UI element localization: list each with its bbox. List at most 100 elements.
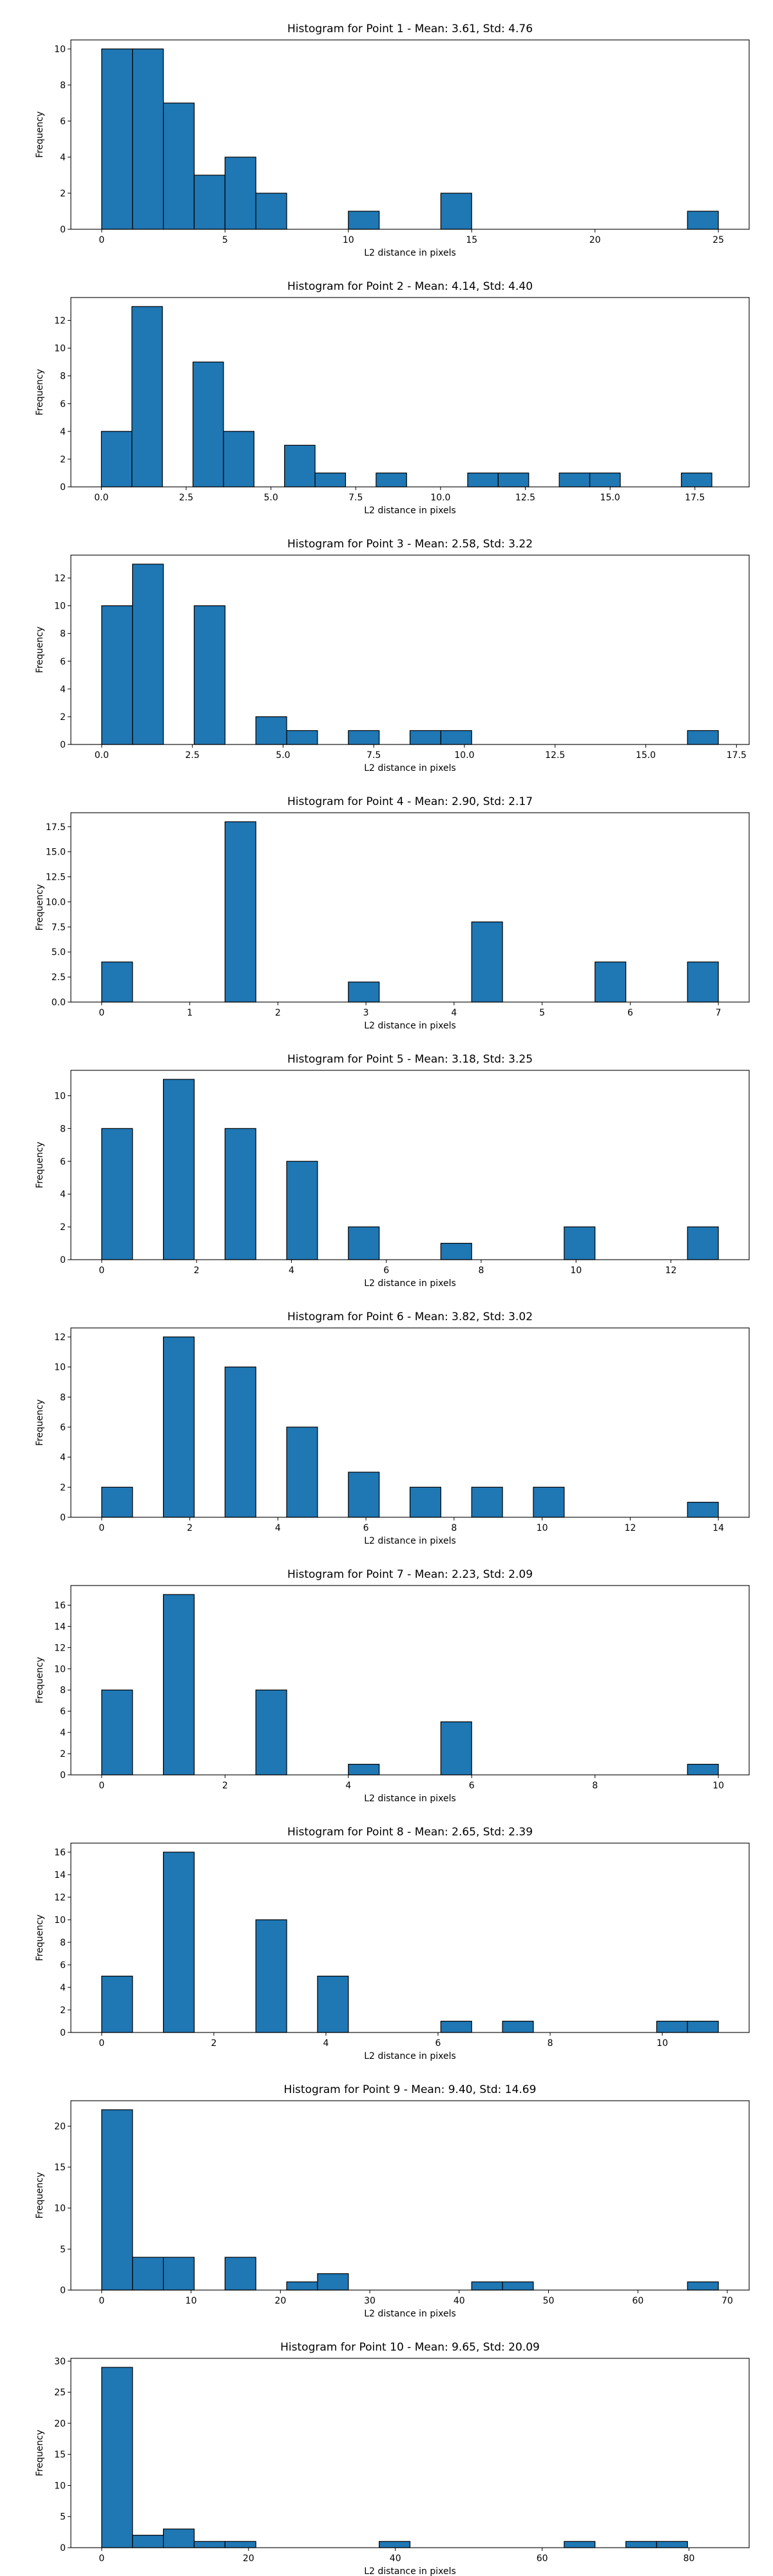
histogram-panel: Histogram for Point 6 - Mean: 3.82, Std:…: [0, 1288, 773, 1546]
y-tick-label: 6: [60, 1423, 66, 1433]
histogram-bar: [317, 1975, 349, 2033]
histogram-bar: [224, 1367, 256, 1518]
histogram-bar: [348, 1763, 380, 1776]
x-tick-label: 5: [539, 1008, 545, 1018]
x-tick-label: 2.5: [186, 750, 200, 761]
histogram-bar: [162, 102, 195, 230]
histogram-bar: [255, 193, 287, 230]
histogram-bar: [162, 1336, 195, 1518]
histogram-bar: [440, 2020, 472, 2033]
histogram-svg: Histogram for Point 3 - Mean: 2.58, Std:…: [35, 538, 750, 773]
plot-frame: [70, 554, 750, 745]
y-tick-label: 0: [60, 740, 66, 750]
histogram-bar: [101, 605, 133, 745]
x-tick-label: 20: [589, 235, 601, 245]
x-axis-label: L2 distance in pixels: [364, 506, 456, 516]
histogram-bar: [101, 1128, 133, 1260]
histogram-bar: [348, 1226, 380, 1260]
y-tick-label: 14: [54, 1622, 66, 1632]
histogram-panel: Histogram for Point 7 - Mean: 2.23, Std:…: [0, 1546, 773, 1804]
y-tick-label: 4: [60, 1728, 66, 1738]
x-tick-label: 15: [466, 235, 477, 245]
histogram-bar: [471, 2281, 503, 2291]
bars: [101, 2109, 719, 2291]
histogram-bar: [533, 1486, 565, 1518]
histogram-bar: [348, 730, 380, 745]
bars: [101, 821, 719, 1003]
x-tick-label: 12: [624, 1523, 636, 1533]
x-tick-label: 2.5: [179, 493, 193, 503]
y-tick-label: 10: [54, 1915, 66, 1926]
histogram-bar: [409, 1486, 441, 1518]
histogram-bar: [101, 48, 133, 230]
y-tick-label: 8: [60, 372, 66, 382]
histogram-bar: [193, 605, 225, 745]
bars: [101, 1852, 719, 2033]
x-axis-label: L2 distance in pixels: [364, 1021, 456, 1031]
histogram-svg: Histogram for Point 9 - Mean: 9.40, Std:…: [35, 2083, 750, 2319]
x-axis-label: L2 distance in pixels: [364, 763, 456, 773]
histogram-panel: Histogram for Point 9 - Mean: 9.40, Std:…: [0, 2061, 773, 2319]
x-tick-label: 2: [194, 1265, 200, 1276]
x-tick-label: 4: [323, 2038, 329, 2049]
x-tick-label: 0: [99, 2553, 104, 2564]
x-tick-label: 8: [548, 2038, 553, 2049]
bars: [101, 2367, 688, 2548]
y-tick-label: 0: [60, 2286, 66, 2296]
bars: [101, 1594, 719, 1776]
histogram-bar: [502, 2020, 534, 2033]
x-tick-label: 5: [222, 235, 228, 245]
y-tick-label: 0: [60, 1255, 66, 1265]
histogram-bar: [589, 472, 621, 488]
x-tick-label: 2: [275, 1008, 281, 1018]
histogram-bar: [286, 730, 318, 745]
histogram-bar: [379, 2541, 411, 2548]
y-tick-label: 12: [54, 1893, 66, 1903]
y-tick-label: 20: [54, 2121, 66, 2132]
x-tick-label: 40: [390, 2553, 401, 2564]
y-tick-label: 2: [60, 1749, 66, 1759]
plot-frame: [70, 39, 750, 230]
x-tick-label: 6: [469, 1781, 475, 1791]
x-tick-label: 10: [570, 1265, 582, 1276]
y-tick-label: 12: [54, 574, 66, 584]
plot-frame: [70, 812, 750, 1003]
histogram-svg: Histogram for Point 10 - Mean: 9.65, Std…: [35, 2341, 750, 2576]
y-tick-label: 4: [60, 1189, 66, 1200]
x-axis-label: L2 distance in pixels: [364, 2051, 456, 2061]
x-axis-label: L2 distance in pixels: [364, 248, 456, 258]
histogram-bar: [656, 2541, 688, 2548]
x-tick-label: 8: [478, 1265, 484, 1276]
x-tick-label: 4: [451, 1008, 457, 1018]
histogram-svg: Histogram for Point 6 - Mean: 3.82, Std:…: [35, 1311, 750, 1546]
y-tick-label: 2: [60, 1482, 66, 1493]
x-tick-label: 3: [363, 1008, 369, 1018]
x-tick-label: 5.0: [264, 493, 278, 503]
histogram-svg: Histogram for Point 4 - Mean: 2.90, Std:…: [35, 795, 750, 1031]
histogram-bar: [162, 1594, 195, 1776]
x-tick-label: 10: [712, 1781, 724, 1791]
x-tick-label: 25: [712, 235, 724, 245]
x-tick-label: 20: [274, 2296, 286, 2306]
x-tick-label: 30: [364, 2296, 376, 2306]
histogram-bar: [255, 716, 287, 745]
x-tick-label: 5.0: [276, 750, 290, 761]
y-tick-label: 4: [60, 1983, 66, 1993]
histogram-svg: Histogram for Point 8 - Mean: 2.65, Std:…: [35, 1826, 750, 2061]
y-tick-label: 12: [54, 1332, 66, 1343]
x-tick-label: 0.0: [95, 750, 109, 761]
histogram-panel: Histogram for Point 3 - Mean: 2.58, Std:…: [0, 515, 773, 773]
y-tick-label: 0.0: [52, 998, 66, 1008]
y-axis-label: Frequency: [35, 884, 45, 931]
histogram-panel: Histogram for Point 8 - Mean: 2.65, Std:…: [0, 1803, 773, 2061]
x-tick-label: 6: [627, 1008, 633, 1018]
y-tick-label: 6: [60, 1707, 66, 1717]
x-tick-label: 6: [435, 2038, 441, 2049]
histogram-bar: [224, 2257, 256, 2291]
histogram-bar: [687, 961, 719, 1003]
x-tick-label: 80: [683, 2553, 695, 2564]
plot-frame: [70, 1070, 750, 1260]
chart-title: Histogram for Point 3 - Mean: 2.58, Std:…: [287, 538, 533, 551]
histogram-bar: [132, 564, 164, 745]
